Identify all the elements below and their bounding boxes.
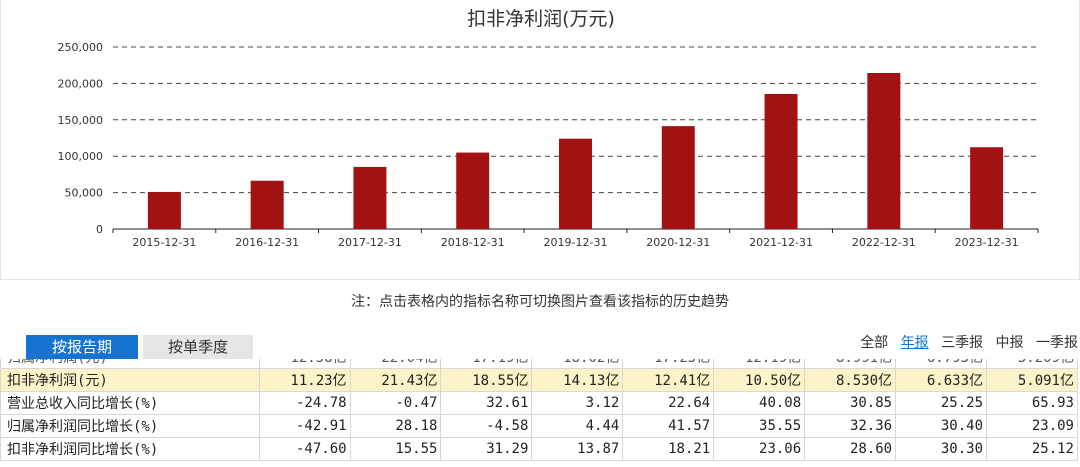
table-cell: 3.12 xyxy=(531,391,624,415)
table-cell: 28.18 xyxy=(349,414,442,438)
x-tick-label: 2016-12-31 xyxy=(235,236,299,249)
table-cell: 23.06 xyxy=(713,437,806,461)
metric-name-cell[interactable]: 扣非净利润同比增长(%) xyxy=(0,437,260,461)
table-cell: 12.19亿 xyxy=(713,359,806,369)
table-cell: 5.209亿 xyxy=(986,359,1078,369)
table-cell: 23.09 xyxy=(986,414,1078,438)
table-cell: 18.55亿 xyxy=(440,368,533,392)
table-cell: 10.50亿 xyxy=(713,368,806,392)
table-cell: 11.23亿 xyxy=(258,368,351,392)
table-cell: 18.02亿 xyxy=(531,359,624,369)
metric-name-cell[interactable]: 营业总收入同比增长(%) xyxy=(0,391,260,415)
x-tick-label: 2019-12-31 xyxy=(544,236,608,249)
table-cell: 13.87 xyxy=(531,437,624,461)
bars[interactable] xyxy=(147,72,1004,230)
table-cell: 28.60 xyxy=(804,437,897,461)
filter-q1[interactable]: 一季报 xyxy=(1036,335,1078,351)
filter-mid[interactable]: 中报 xyxy=(995,335,1024,351)
table-cell: 21.43亿 xyxy=(349,368,442,392)
y-tick-label: 250,000 xyxy=(58,41,104,54)
bar[interactable] xyxy=(559,138,592,229)
bar[interactable] xyxy=(867,72,901,230)
table-cell: 12.41亿 xyxy=(622,368,715,392)
table-cell: 30.85 xyxy=(804,391,897,415)
tab-report-period[interactable]: 按报告期 xyxy=(26,335,138,359)
table-cell: 25.12 xyxy=(986,437,1078,461)
y-tick-label: 100,000 xyxy=(58,150,104,163)
table-cell: 40.08 xyxy=(713,391,806,415)
x-tick-label: 2017-12-31 xyxy=(338,236,402,249)
table-cell: 18.21 xyxy=(622,437,715,461)
table-cell: 15.55 xyxy=(349,437,442,461)
x-tick-label: 2018-12-31 xyxy=(441,236,505,249)
table-row: 扣非净利润同比增长(%) -47.60 15.55 31.29 13.87 18.21 23… xyxy=(0,437,1078,461)
table-cell: 25.25 xyxy=(895,391,988,415)
hint-note: 注：点击表格内的指标名称可切换图片查看该指标的历史趋势 xyxy=(351,294,729,310)
filter-q3[interactable]: 三季报 xyxy=(941,335,984,351)
y-tick-label: 200,000 xyxy=(58,77,104,90)
x-tick-label: 2021-12-31 xyxy=(749,236,813,249)
bar[interactable] xyxy=(764,93,798,230)
bar[interactable] xyxy=(353,166,387,229)
metric-name-cell[interactable]: 扣非净利润(元) xyxy=(0,368,260,392)
table-cell: 65.93 xyxy=(986,391,1078,415)
table-cell: 22.04亿 xyxy=(349,359,442,369)
table-cell: 5.091亿 xyxy=(986,368,1078,392)
x-tick-label: 2015-12-31 xyxy=(132,236,196,249)
metric-name-cell[interactable]: 归属净利润同比增长(%) xyxy=(0,414,260,438)
x-tick-label: 2020-12-31 xyxy=(646,236,710,249)
x-tick-label: 2023-12-31 xyxy=(955,236,1019,249)
financial-table: 归属净利润(元)12.58亿22.04亿17.19亿18.02亿17.25亿12… xyxy=(0,359,1080,467)
x-tick-label: 2022-12-31 xyxy=(852,236,916,249)
table-cell: 30.30 xyxy=(895,437,988,461)
table-cell: 4.44 xyxy=(531,414,624,438)
table-cell: 17.25亿 xyxy=(622,359,715,369)
table-cell: 32.61 xyxy=(440,391,533,415)
table-cell: 8.530亿 xyxy=(804,368,897,392)
filter-all[interactable]: 全部 xyxy=(860,335,889,351)
table-cell: 41.57 xyxy=(622,414,715,438)
filter-annual[interactable]: 年报 xyxy=(900,335,929,351)
table-cell: 35.55 xyxy=(713,414,806,438)
table-cell: -0.47 xyxy=(349,391,442,415)
bar-chart: 扣非净利润(万元) 0 50,000 100,000 150,000 200,000 25… xyxy=(58,8,1039,249)
chart-title: 扣非净利润(万元) xyxy=(467,8,615,30)
table-cell: 12.58亿 xyxy=(258,359,351,369)
table-cell: 6.793亿 xyxy=(895,359,988,369)
y-tick-label: 0 xyxy=(96,223,103,236)
table-cell: 32.36 xyxy=(804,414,897,438)
table-row: 归属净利润同比增长(%) -42.91 28.18 -4.58 4.44 41.57 35.… xyxy=(0,414,1078,438)
table-row: 营业总收入同比增长(%) -24.78 -0.47 32.61 3.12 22.64 40.… xyxy=(0,391,1078,415)
table-cell: 30.40 xyxy=(895,414,988,438)
y-tick-label: 150,000 xyxy=(58,114,104,127)
y-tick-label: 50,000 xyxy=(65,187,104,200)
period-filter: 全部 年报 三季报 中报 一季报 xyxy=(852,332,1078,352)
bar[interactable] xyxy=(250,180,284,229)
tab-single-quarter[interactable]: 按单季度 xyxy=(143,335,253,359)
bar[interactable] xyxy=(147,191,181,229)
table-row: 扣非净利润(元) 11.23亿 21.43亿 18.55亿 14.13亿 12.41亿 10… xyxy=(0,368,1078,392)
table-cell: -47.60 xyxy=(258,437,351,461)
table-cell: 14.13亿 xyxy=(531,368,624,392)
table-cell: 17.19亿 xyxy=(440,359,533,369)
bar[interactable] xyxy=(661,126,695,229)
table-cell: 6.633亿 xyxy=(895,368,988,392)
table-row: 归属净利润(元)12.58亿22.04亿17.19亿18.02亿17.25亿12… xyxy=(0,359,1078,369)
x-axis: 2015-12-31 2016-12-31 2017-12-31 2018-12-31… xyxy=(112,229,1039,249)
chart-panel: 扣非净利润(万元) 0 50,000 100,000 150,000 200,000 25… xyxy=(0,0,1080,280)
bar[interactable] xyxy=(970,147,1004,229)
table-cell: -4.58 xyxy=(440,414,533,438)
table-cell: -42.91 xyxy=(258,414,351,438)
metric-name-cell[interactable]: 归属净利润(元) xyxy=(0,359,260,369)
bar[interactable] xyxy=(456,152,490,229)
table-cell: 22.64 xyxy=(622,391,715,415)
table-cell: -24.78 xyxy=(258,391,351,415)
table-cell: 8.991亿 xyxy=(804,359,897,369)
table-cell: 31.29 xyxy=(440,437,533,461)
